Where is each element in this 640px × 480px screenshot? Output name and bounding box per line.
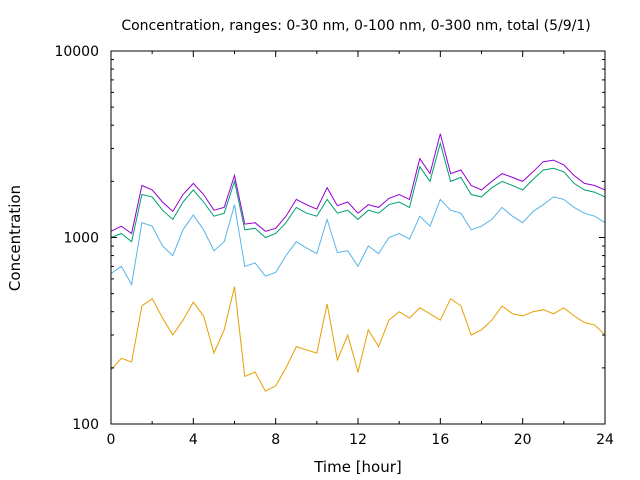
x-tick-label: 20 — [514, 432, 532, 448]
ticks-layer — [110, 50, 606, 425]
x-tick-label: 12 — [349, 432, 367, 448]
x-tick-label: 0 — [107, 432, 116, 448]
x-tick-label: 8 — [271, 432, 280, 448]
chart-title: Concentration, ranges: 0-30 nm, 0-100 nm… — [121, 18, 590, 34]
series-line-4 — [110, 133, 606, 235]
x-tick-label: 16 — [431, 432, 449, 448]
y-tick-label: 10000 — [54, 44, 99, 60]
series-layer — [110, 133, 606, 392]
x-axis-label: Time [hour] — [313, 458, 402, 476]
y-axis-label: Concentration — [6, 185, 24, 291]
plot-frame — [110, 50, 606, 425]
series-line-1 — [110, 286, 606, 392]
series-line-3 — [110, 141, 606, 243]
y-tick-label: 1000 — [63, 231, 99, 247]
x-tick-label: 24 — [596, 432, 614, 448]
series-line-2 — [110, 196, 606, 286]
x-tick-label: 4 — [189, 432, 198, 448]
y-tick-label: 100 — [72, 417, 99, 433]
tick-labels-layer: 0 4 8 12 16 20 24 100 1000 10000 — [54, 44, 614, 448]
